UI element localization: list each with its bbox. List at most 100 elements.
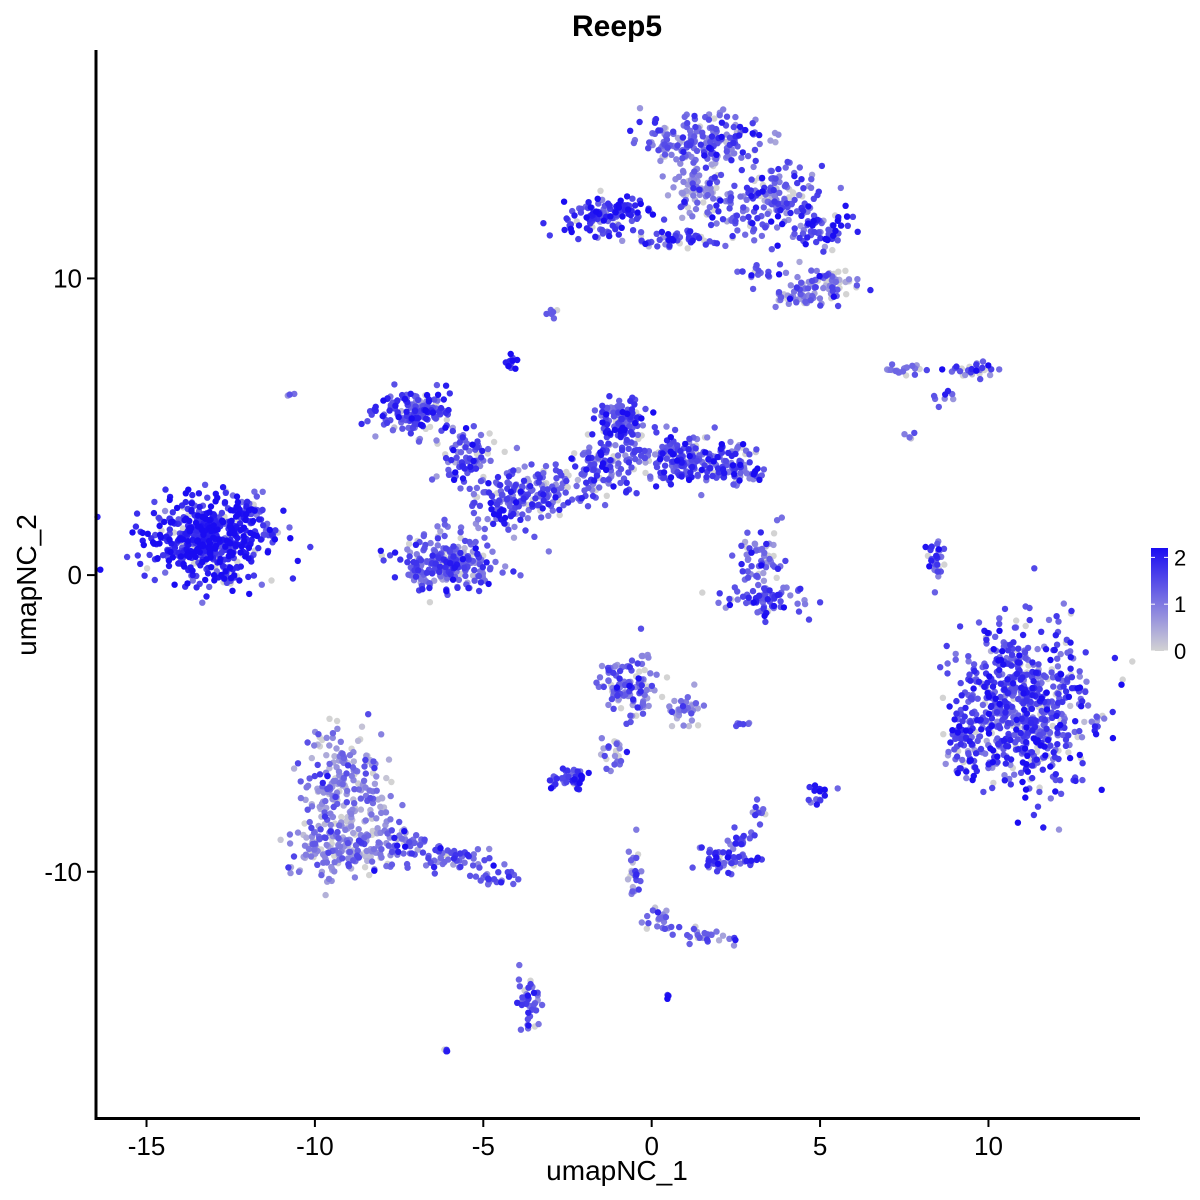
scatter-point — [307, 543, 314, 551]
scatter-point — [563, 778, 570, 786]
scatter-point — [585, 199, 592, 206]
scatter-point — [705, 116, 713, 123]
scatter-point — [211, 577, 218, 584]
scatter-point — [770, 186, 777, 194]
scatter-point — [501, 448, 508, 455]
scatter-point — [906, 434, 913, 441]
scatter-point — [996, 700, 1003, 708]
scatter-point — [510, 534, 518, 541]
scatter-point — [186, 517, 193, 525]
scatter-point — [412, 541, 420, 548]
scatter-point — [218, 509, 226, 517]
scatter-point — [596, 484, 603, 491]
scatter-point — [994, 758, 1001, 766]
scatter-point — [505, 873, 513, 880]
scatter-point — [973, 361, 980, 368]
scatter-point — [953, 697, 960, 705]
legend-colorbar — [1151, 548, 1168, 651]
scatter-point — [615, 231, 622, 238]
scatter-points — [94, 105, 1136, 1055]
scatter-point — [476, 864, 483, 871]
scatter-point — [668, 923, 675, 931]
scatter-point — [995, 657, 1002, 664]
scatter-point — [459, 434, 466, 441]
scatter-point — [540, 220, 547, 227]
scatter-point — [986, 673, 993, 680]
scatter-point — [702, 241, 709, 248]
scatter-point — [688, 717, 696, 724]
scatter-point — [967, 694, 975, 702]
scatter-point — [386, 407, 393, 414]
scatter-point — [688, 710, 695, 717]
scatter-point — [837, 184, 844, 192]
legend-ticks: 012 — [1151, 545, 1186, 664]
scatter-point — [820, 248, 827, 255]
scatter-point — [967, 677, 974, 684]
scatter-point — [657, 456, 664, 463]
scatter-point — [1062, 688, 1070, 695]
scatter-point — [628, 406, 636, 413]
scatter-point — [1093, 713, 1100, 720]
scatter-point — [643, 686, 650, 694]
scatter-point — [339, 750, 346, 757]
scatter-point — [465, 584, 472, 592]
scatter-point — [935, 546, 942, 553]
scatter-point — [188, 500, 195, 507]
scatter-point — [406, 534, 413, 541]
scatter-point — [749, 285, 757, 293]
scatter-point — [706, 204, 713, 211]
scatter-point — [739, 215, 747, 222]
scatter-point — [272, 527, 279, 534]
scatter-point — [388, 861, 396, 868]
scatter-point — [373, 773, 380, 780]
scatter-point — [780, 584, 787, 591]
scatter-point — [638, 415, 645, 422]
scatter-point — [690, 185, 697, 192]
scatter-point — [656, 236, 663, 243]
scatter-point — [708, 133, 716, 140]
scatter-point — [441, 516, 448, 523]
scatter-point — [616, 745, 623, 752]
scatter-point — [516, 983, 523, 990]
scatter-point — [434, 542, 441, 549]
scatter-point — [730, 481, 737, 488]
scatter-point — [994, 753, 1001, 760]
scatter-point — [686, 435, 693, 442]
scatter-point — [680, 169, 687, 176]
scatter-point — [728, 157, 735, 164]
scatter-point — [679, 703, 687, 710]
scatter-point — [408, 415, 415, 422]
scatter-point — [719, 932, 727, 939]
scatter-point — [634, 660, 641, 667]
scatter-point — [1052, 632, 1060, 639]
x-tick-label: -10 — [296, 1131, 334, 1161]
scatter-point — [931, 589, 939, 596]
scatter-point — [443, 1048, 451, 1055]
scatter-point — [434, 535, 442, 542]
scatter-point — [928, 557, 935, 564]
scatter-point — [777, 598, 784, 605]
scatter-point — [457, 449, 465, 456]
scatter-point — [745, 594, 752, 601]
scatter-point — [370, 846, 378, 853]
scatter-point — [1060, 600, 1068, 607]
scatter-point — [794, 600, 801, 607]
scatter-point — [597, 187, 604, 194]
scatter-point — [199, 513, 206, 521]
scatter-point — [558, 472, 565, 479]
scatter-point — [1029, 762, 1036, 769]
scatter-point — [598, 662, 606, 670]
scatter-point — [718, 119, 726, 126]
scatter-point — [1050, 749, 1057, 756]
scatter-point — [718, 133, 725, 141]
scatter-point — [1024, 644, 1032, 652]
scatter-point — [377, 547, 384, 554]
scatter-point — [760, 577, 768, 584]
scatter-point — [304, 806, 311, 813]
scatter-point — [942, 391, 949, 398]
scatter-point — [485, 875, 492, 882]
scatter-point — [989, 758, 996, 766]
scatter-point — [1004, 719, 1012, 727]
scatter-point — [1076, 727, 1083, 735]
scatter-point — [821, 792, 828, 799]
